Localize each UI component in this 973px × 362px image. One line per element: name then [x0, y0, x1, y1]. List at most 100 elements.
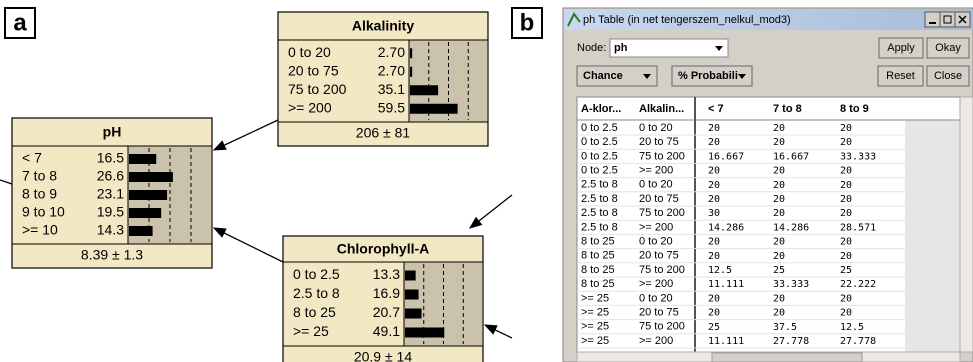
- table-cell: 20: [840, 123, 852, 134]
- belief-bar: [410, 67, 412, 77]
- node-summary: 20.9 ± 14: [354, 349, 412, 362]
- table-cell: 20: [708, 237, 720, 248]
- column-header: 8 to 9: [840, 103, 869, 115]
- mode-select-label: Chance: [583, 70, 623, 82]
- belief-bar: [129, 172, 173, 182]
- node-title: Alkalinity: [352, 18, 414, 34]
- table-cell: 20: [840, 166, 852, 177]
- table-cell: >= 25: [581, 307, 609, 319]
- table-cell: 20: [708, 180, 720, 191]
- belief-bar: [405, 328, 444, 338]
- table-cell: 20: [773, 123, 785, 134]
- belief-bar: [129, 226, 153, 236]
- state-label: >= 25: [293, 323, 329, 339]
- belief-bar: [410, 48, 412, 58]
- table-cell: 20: [773, 308, 785, 319]
- table-cell: 2.5 to 8: [581, 207, 618, 219]
- table-cell: 0 to 2.5: [581, 150, 618, 162]
- node-summary: 8.39 ± 1.3: [81, 247, 143, 263]
- table-cell: 20: [773, 166, 785, 177]
- table-cell: 0 to 2.5: [581, 136, 618, 148]
- table-cell: 11.111: [708, 279, 744, 290]
- table-cell: 0 to 2.5: [581, 165, 618, 177]
- state-value: 19.5: [97, 204, 124, 220]
- belief-bar: [129, 208, 161, 218]
- column-header: Alkalin...: [639, 103, 684, 115]
- table-cell: 25: [708, 322, 720, 333]
- table-filler: [905, 120, 960, 352]
- state-label: 0 to 20: [288, 44, 331, 60]
- table-cell: 27.778: [840, 336, 876, 347]
- okay-button-label: Okay: [935, 42, 961, 54]
- state-value: 14.3: [97, 222, 124, 238]
- table-cell: 12.5: [840, 322, 864, 333]
- table-cell: >= 200: [639, 221, 673, 233]
- state-value: 23.1: [97, 186, 124, 202]
- table-cell: 33.333: [840, 151, 876, 162]
- column-header: 7 to 8: [773, 103, 802, 115]
- table-cell: 33.333: [773, 279, 809, 290]
- table-cell: 8 to 25: [581, 250, 615, 262]
- column-header: A-klor...: [581, 103, 621, 115]
- state-label: 2.5 to 8: [293, 285, 340, 301]
- node-select[interactable]: [610, 39, 728, 57]
- table-cell: 16.667: [773, 151, 809, 162]
- table-cell: >= 25: [581, 335, 609, 347]
- minimize[interactable]: [925, 12, 940, 27]
- state-value: 13.3: [373, 266, 400, 282]
- table-cell: 14.286: [773, 222, 809, 233]
- state-label: 0 to 2.5: [293, 266, 340, 282]
- table-cell: 0 to 2.5: [581, 122, 618, 134]
- maximize[interactable]: [940, 12, 955, 27]
- window-title: ph Table (in net tengerszem_nelkul_mod3): [583, 14, 791, 26]
- state-label: 20 to 75: [288, 62, 339, 78]
- table-cell: 20 to 75: [639, 136, 679, 148]
- table-cell: 11.111: [708, 336, 744, 347]
- table-cell: 20: [708, 137, 720, 148]
- state-value: 59.5: [378, 99, 405, 115]
- state-value: 2.70: [378, 62, 405, 78]
- state-value: 35.1: [378, 81, 405, 97]
- window-controls[interactable]: [925, 12, 970, 27]
- state-label: < 7: [22, 150, 42, 166]
- table-cell: 20 to 75: [639, 307, 679, 319]
- node-title: Chlorophyll-A: [337, 241, 430, 257]
- table-cell: 20: [708, 166, 720, 177]
- state-label: 8 to 9: [22, 186, 57, 202]
- belief-bar: [129, 190, 167, 200]
- apply-button-label: Apply: [887, 42, 915, 54]
- table-cell: 20: [708, 293, 720, 304]
- node-title: pH: [103, 124, 122, 140]
- table-cell: 20: [773, 180, 785, 191]
- state-value: 26.6: [97, 168, 124, 184]
- state-value: 20.7: [373, 304, 400, 320]
- scroll-thumb[interactable]: [712, 353, 862, 362]
- format-select-label: % Probabili: [678, 70, 738, 82]
- table-cell: 20: [773, 237, 785, 248]
- state-value: 2.70: [378, 44, 405, 60]
- table-cell: 0 to 20: [639, 122, 673, 134]
- table-cell: 25: [840, 265, 852, 276]
- table-cell: 20: [840, 237, 852, 248]
- table-cell: >= 25: [581, 292, 609, 304]
- state-label: 8 to 25: [293, 304, 336, 320]
- table-cell: 75 to 200: [639, 264, 685, 276]
- column-header: < 7: [708, 103, 724, 115]
- table-cell: 16.667: [708, 151, 744, 162]
- close-button-label: Close: [934, 70, 962, 82]
- table-cell: 27.778: [773, 336, 809, 347]
- table-cell: 20: [773, 137, 785, 148]
- belief-bar: [129, 154, 156, 164]
- table-cell: 75 to 200: [639, 321, 685, 333]
- figure: a b ph Table (in net tengerszem_nelkul_m…: [0, 0, 973, 362]
- table-cell: 8 to 25: [581, 264, 615, 276]
- node-summary: 206 ± 81: [356, 125, 411, 141]
- table-cell: 0 to 20: [639, 236, 673, 248]
- table-cell: 20: [708, 123, 720, 134]
- table-cell: 20: [708, 308, 720, 319]
- vertical-scrollbar[interactable]: [960, 97, 973, 352]
- belief-bar: [410, 104, 458, 114]
- table-cell: 20: [840, 208, 852, 219]
- table-cell: 20: [708, 194, 720, 205]
- node-value: ph: [614, 42, 628, 54]
